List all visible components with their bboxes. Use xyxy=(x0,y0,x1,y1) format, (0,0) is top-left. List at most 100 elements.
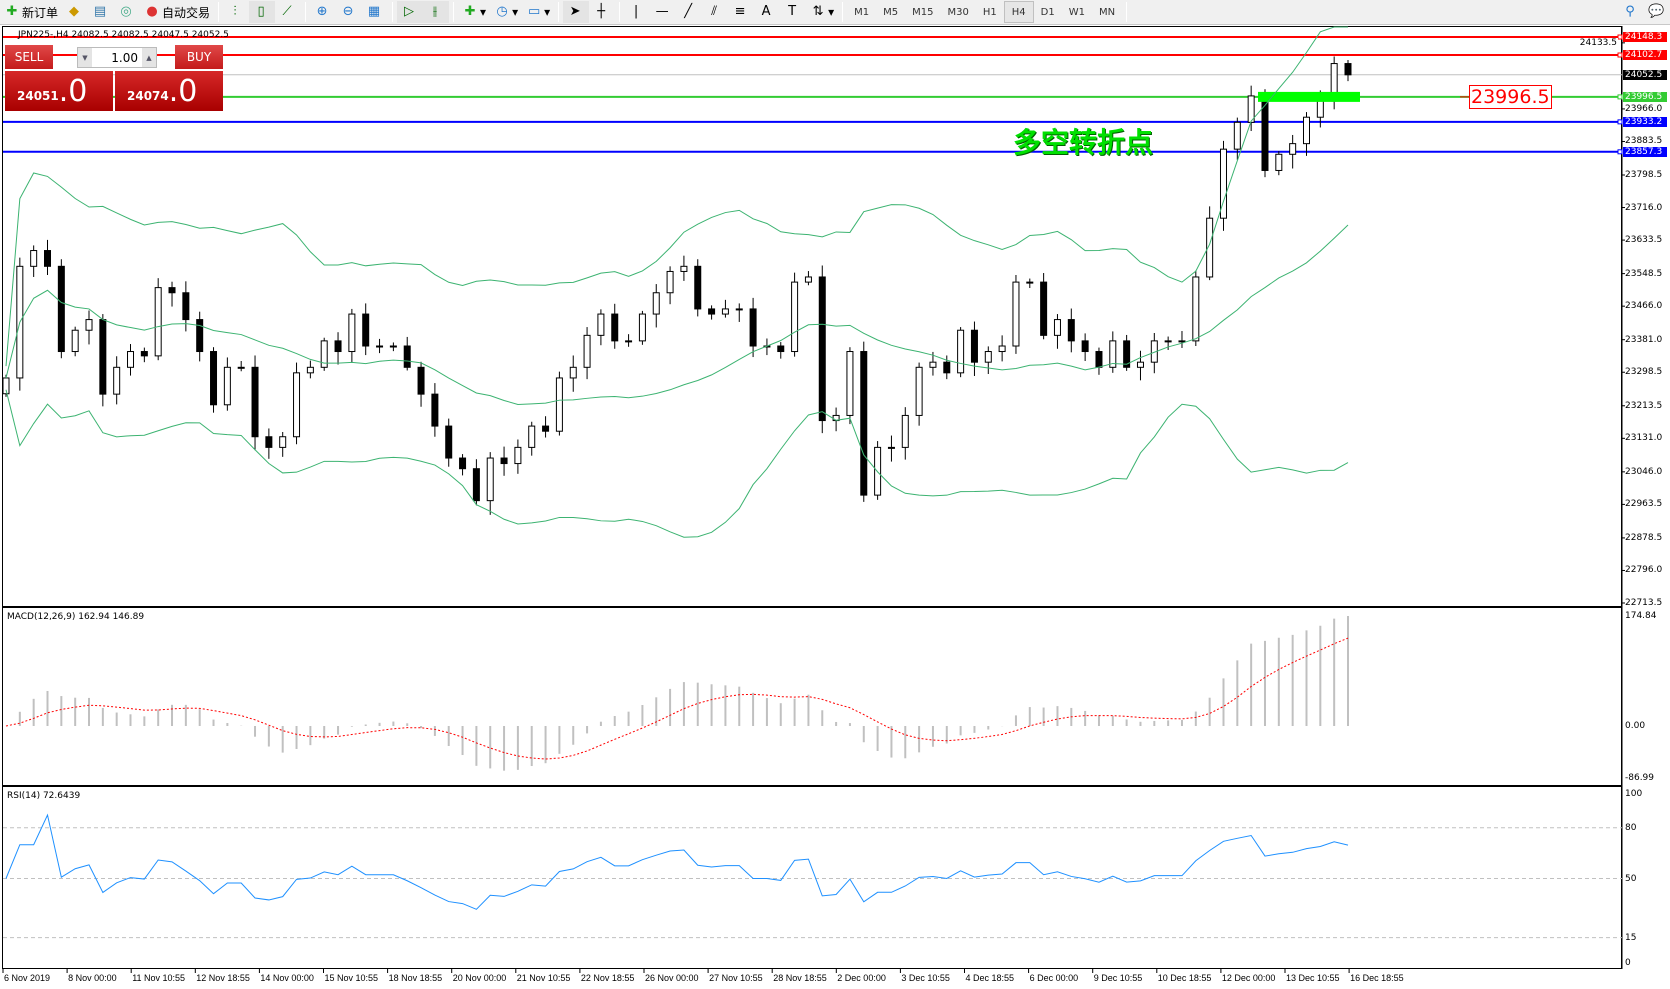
candle-body xyxy=(113,366,121,395)
candle-body xyxy=(71,329,79,353)
candlestick-button[interactable]: ▯ xyxy=(249,1,276,23)
vertical-line-icon: | xyxy=(633,4,639,19)
candle-body xyxy=(998,345,1006,353)
timeframe-h4[interactable]: H4 xyxy=(1003,1,1034,23)
candle-body xyxy=(445,425,453,459)
tile-windows-button[interactable]: ▦ xyxy=(362,1,388,23)
auto-trading-button[interactable]: ● 自动交易 xyxy=(140,1,214,23)
candle-body xyxy=(929,361,937,368)
candle-body xyxy=(597,313,605,336)
candle-body xyxy=(1040,281,1048,336)
lot-increase-button[interactable]: ▲ xyxy=(142,48,156,67)
indicators-button[interactable]: ✚ ▾ xyxy=(458,1,490,23)
rsi-label: RSI(14) 72.6439 xyxy=(7,791,81,801)
rsi-axis-label: 80 xyxy=(1625,822,1637,833)
arrows-button[interactable]: ⇅ ▾ xyxy=(806,1,838,23)
candle-body xyxy=(901,414,909,448)
auto-scroll-button[interactable]: ▷ xyxy=(397,1,424,23)
signals-button[interactable]: ◎ xyxy=(114,1,140,23)
candle-body xyxy=(943,361,951,374)
line-handle[interactable] xyxy=(1617,149,1623,155)
price-axis-label: 24133.5 xyxy=(1578,37,1618,48)
periods-button[interactable]: ◷ ▾ xyxy=(490,1,522,23)
fibonacci-button[interactable]: ≡ xyxy=(728,1,754,23)
candle-body xyxy=(459,457,467,470)
pivot-zone-rectangle[interactable] xyxy=(1258,91,1360,102)
crosshair-button[interactable]: ┼ xyxy=(589,1,615,23)
cursor-icon: ➤ xyxy=(569,4,581,19)
timeframe-mn[interactable]: MN xyxy=(1098,6,1116,18)
price-tag: 24102.7 xyxy=(1623,50,1667,60)
vertical-line-button[interactable]: | xyxy=(624,1,650,23)
timeframe-d1[interactable]: D1 xyxy=(1040,6,1055,18)
chart-shift-button[interactable]: ⫲ xyxy=(423,1,450,23)
time-axis-label: 12 Dec 00:00 xyxy=(1221,973,1276,983)
navigator-button[interactable]: ▤ xyxy=(88,1,114,23)
zoom-out-button[interactable]: ⊖ xyxy=(336,1,362,23)
line-handle[interactable] xyxy=(1617,34,1623,40)
trendline-button[interactable]: ╱ xyxy=(676,1,702,23)
market-watch-icon: ◆ xyxy=(69,4,80,19)
line-chart-button[interactable]: ⟋ xyxy=(275,1,301,23)
candle-body xyxy=(1316,100,1324,118)
rsi-axis-label: 15 xyxy=(1625,932,1637,943)
buy-price-button[interactable]: 24074.0 xyxy=(115,71,223,111)
pivot-annotation-text[interactable]: 多空转折点 xyxy=(1013,126,1154,159)
candle-body xyxy=(1275,153,1283,171)
equidistant-channel-button[interactable]: ⫽ xyxy=(702,1,728,23)
price-axis-label: 23131.0 xyxy=(1625,433,1663,444)
lot-decrease-button[interactable]: ▼ xyxy=(78,48,92,67)
new-order-label: 新订单 xyxy=(22,5,59,20)
zoom-in-button[interactable]: ⊕ xyxy=(310,1,336,23)
timeframe-m5[interactable]: M5 xyxy=(883,6,899,18)
sell-button[interactable]: SELL xyxy=(5,45,53,69)
zoom-in-icon: ⊕ xyxy=(316,4,328,19)
buy-button[interactable]: BUY xyxy=(175,45,223,69)
timeframe-m15[interactable]: M15 xyxy=(912,6,934,18)
line-handle[interactable] xyxy=(1617,94,1623,100)
candle-body xyxy=(887,446,895,449)
chart-shift-icon: ⫲ xyxy=(432,4,438,19)
lot-value[interactable]: 1.00 xyxy=(111,50,138,65)
timeframe-w1[interactable]: W1 xyxy=(1068,6,1085,18)
candle-body xyxy=(680,265,688,272)
candle-body xyxy=(1233,121,1241,150)
separator xyxy=(1126,2,1128,22)
text-button[interactable]: A xyxy=(754,1,780,23)
line-handle[interactable] xyxy=(1617,119,1623,125)
separator xyxy=(218,2,220,22)
chat-button[interactable]: 💬 xyxy=(1644,1,1670,23)
templates-button[interactable]: ▭ ▾ xyxy=(527,4,551,19)
fibonacci-icon: ≡ xyxy=(734,4,746,19)
search-button[interactable]: ⚲ xyxy=(1618,1,1644,23)
timeframe-m30[interactable]: M30 xyxy=(947,6,969,18)
market-watch-button[interactable]: ◆ xyxy=(62,1,88,23)
bar-chart-button[interactable]: ⫶ xyxy=(223,1,249,23)
sell-price-button[interactable]: 24051.0 xyxy=(5,71,113,111)
text-label-button[interactable]: T xyxy=(780,1,806,23)
price-axis-label: 23966.0 xyxy=(1625,103,1663,114)
time-axis-label: 21 Nov 10:55 xyxy=(516,973,571,983)
new-order-button[interactable]: ✚ 新订单 xyxy=(0,1,62,23)
timeframe-m1[interactable]: M1 xyxy=(854,6,870,18)
price-tag: 23996.5 xyxy=(1623,91,1667,102)
candle-body xyxy=(514,446,522,465)
cursor-button[interactable]: ➤ xyxy=(563,1,590,23)
candle-body xyxy=(1053,319,1061,336)
time-axis-label: 8 Nov 00:00 xyxy=(68,973,117,983)
candle-body xyxy=(569,366,577,379)
candle-body xyxy=(99,319,107,395)
price-axis-label: 23716.0 xyxy=(1625,202,1663,213)
price-axis-label: 22878.5 xyxy=(1625,532,1663,543)
separator xyxy=(305,2,307,22)
level-price-label[interactable]: 23996.5 xyxy=(1469,85,1552,109)
horizontal-line-button[interactable]: — xyxy=(650,1,676,23)
tile-windows-icon: ▦ xyxy=(367,4,381,19)
line-handle[interactable] xyxy=(1617,52,1623,58)
timeframe-h1[interactable]: H1 xyxy=(982,6,997,18)
candle-body xyxy=(1289,143,1297,155)
crosshair-icon: ┼ xyxy=(597,4,606,19)
candle-body xyxy=(348,313,356,353)
lot-size-input[interactable]: ▼ 1.00 ▲ xyxy=(77,47,157,68)
